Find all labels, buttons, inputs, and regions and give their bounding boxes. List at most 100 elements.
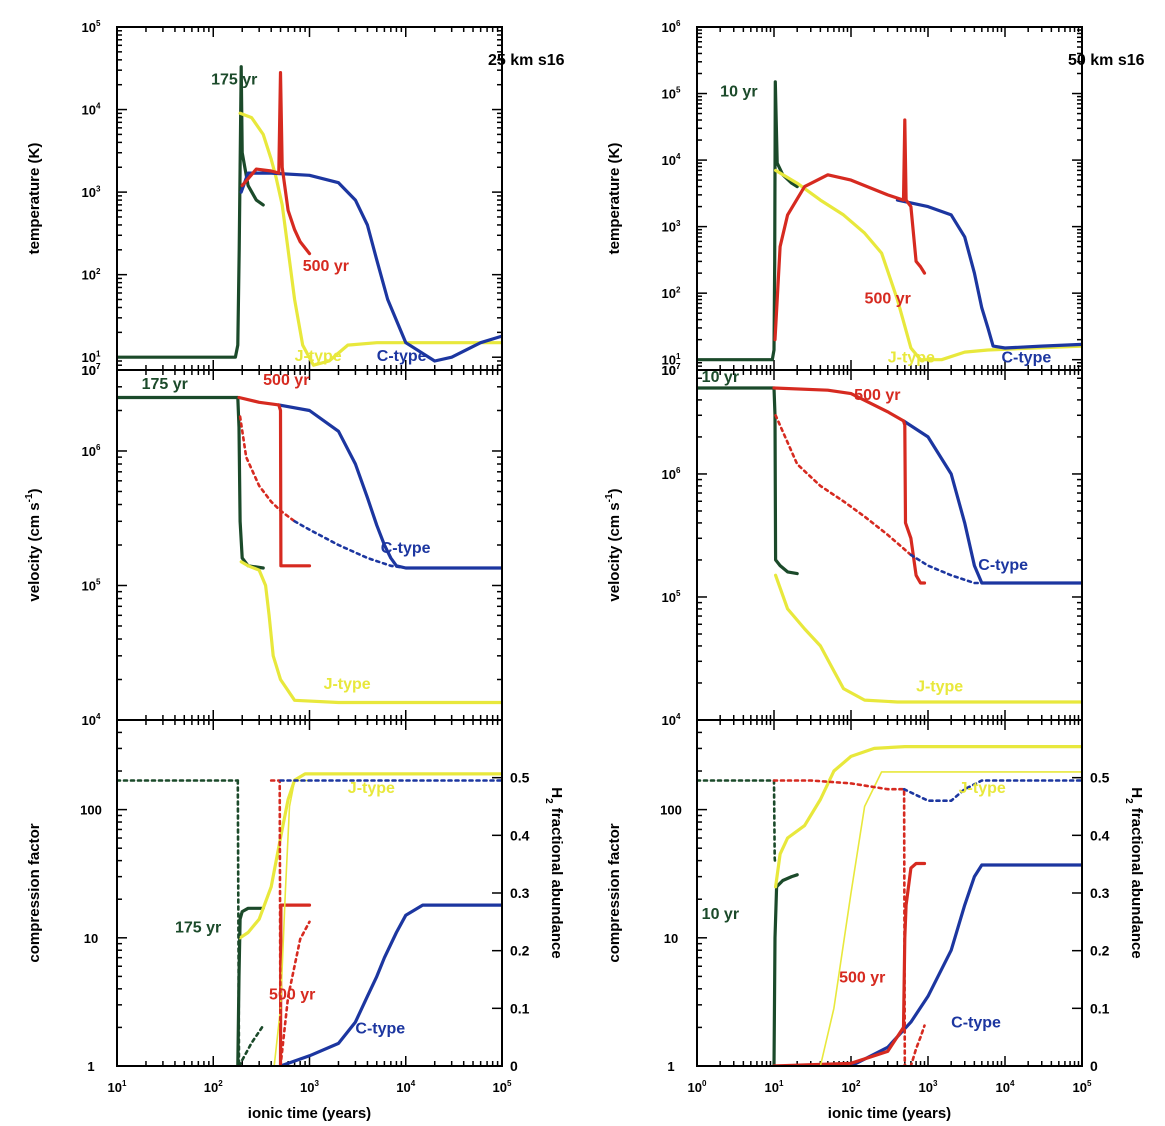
y-tick-label-exp: 2 bbox=[96, 267, 101, 276]
x-tick-label: 102 bbox=[204, 1079, 223, 1095]
x-ticks bbox=[696, 27, 1080, 370]
y-axis-label: velocity (cm s-1) bbox=[604, 488, 623, 601]
series-line-4 bbox=[774, 413, 913, 557]
y-tick-label: 105 bbox=[82, 578, 101, 594]
right-y-tick-label: 0.1 bbox=[510, 1000, 530, 1016]
series-annotation: 10 yr bbox=[720, 84, 757, 101]
x-tick-label: 104 bbox=[396, 1079, 415, 1095]
y-tick-label-base: 10 bbox=[662, 87, 676, 102]
series-line-0 bbox=[772, 873, 799, 1066]
y-ticks bbox=[117, 30, 502, 371]
y-tick-label-base: 100 bbox=[660, 803, 682, 818]
y-tick-label-base: 10 bbox=[82, 578, 96, 593]
series-annotation: C-type bbox=[381, 540, 431, 557]
series-line-4 bbox=[697, 779, 777, 866]
y-tick-label: 107 bbox=[662, 362, 681, 378]
y-tick-label-base: 10 bbox=[662, 220, 676, 235]
y-axis-label-text: velocity (cm s bbox=[606, 502, 623, 601]
y-tick-label: 1 bbox=[87, 1059, 94, 1074]
y-ticks bbox=[117, 719, 502, 1067]
series-line-7 bbox=[269, 779, 311, 1066]
y-tick-label-base: 10 bbox=[662, 590, 676, 605]
y-tick-label-base: 10 bbox=[662, 363, 676, 378]
panel-frame bbox=[696, 369, 1083, 721]
series-group bbox=[697, 386, 1082, 704]
series-line-3 bbox=[237, 395, 312, 568]
x-tick-label-base: 10 bbox=[108, 1080, 122, 1095]
x-tick-label-base: 10 bbox=[1073, 1080, 1087, 1095]
series-line-0 bbox=[117, 65, 265, 359]
chart_data.0.panels.0.speed_label.text-exp: 16 bbox=[547, 52, 565, 69]
y-tick-label: 103 bbox=[82, 184, 101, 200]
x-tick-label: 101 bbox=[108, 1079, 127, 1095]
y-axis-label: temperature (K) bbox=[26, 143, 43, 255]
right-y-tick-label: 0.1 bbox=[1090, 1000, 1110, 1016]
y-tick-label-base: 10 bbox=[82, 444, 96, 459]
y-tick-label: 100 bbox=[660, 803, 682, 818]
y-tick-label: 105 bbox=[662, 86, 681, 102]
y-axis-label: velocity (cm s-1) bbox=[24, 488, 43, 601]
x-tick-label-base: 10 bbox=[765, 1080, 779, 1095]
y-tick-label: 106 bbox=[662, 19, 681, 35]
x-tick-label-exp: 3 bbox=[314, 1079, 319, 1088]
series-line-4 bbox=[238, 415, 296, 523]
y-tick-label: 104 bbox=[82, 102, 101, 118]
series-annotation: 175 yr bbox=[142, 376, 188, 393]
x-tick-label-exp: 5 bbox=[507, 1079, 512, 1088]
right-y-axis-label-rest: fractional abundance bbox=[548, 804, 565, 959]
right-y-axis-label: H2 fractional abundance bbox=[543, 787, 565, 958]
x-ticks bbox=[696, 370, 1080, 720]
right-y-axis-label-sub: 2 bbox=[543, 798, 554, 804]
chart_data.0.panels.0.speed_label.text: 25 km s16 bbox=[488, 52, 565, 69]
series-annotation: C-type bbox=[355, 1020, 405, 1037]
x-tick-label-base: 10 bbox=[300, 1080, 314, 1095]
y-tick-label: 100 bbox=[80, 803, 102, 818]
x-ticks bbox=[116, 720, 499, 1066]
right-y-tick-label: 0 bbox=[510, 1058, 518, 1074]
y-tick-label-base: 10 bbox=[662, 153, 676, 168]
y-tick-label-exp: 7 bbox=[96, 362, 101, 371]
series-group bbox=[117, 65, 502, 367]
y-axis-label: compression factor bbox=[606, 823, 623, 962]
y-tick-label-exp: 5 bbox=[676, 86, 681, 95]
y-axis-label-exp: -1 bbox=[24, 493, 35, 502]
y-tick-label: 104 bbox=[82, 712, 101, 728]
y-tick-label: 103 bbox=[662, 219, 681, 235]
y-tick-label: 104 bbox=[662, 712, 681, 728]
x-tick-label: 100 bbox=[688, 1079, 707, 1095]
y-tick-label: 107 bbox=[82, 362, 101, 378]
series-line-3 bbox=[772, 386, 927, 585]
x-tick-label: 103 bbox=[300, 1079, 319, 1095]
y-tick-label-exp: 7 bbox=[676, 362, 681, 371]
series-line-1 bbox=[773, 168, 1082, 362]
y-tick-label: 105 bbox=[662, 589, 681, 605]
y-tick-label: 104 bbox=[662, 152, 681, 168]
series-annotation: 500 yr bbox=[269, 987, 315, 1004]
series-annotation: J-type bbox=[324, 676, 371, 693]
panel-frame bbox=[116, 26, 503, 371]
x-tick-label-exp: 4 bbox=[1010, 1079, 1015, 1088]
chart_data.1.panels.0.speed_label.text: 50 km s16 bbox=[1068, 52, 1145, 69]
series-annotation: 175 yr bbox=[175, 919, 221, 936]
series-line-5 bbox=[819, 771, 1082, 1066]
x-tick-label-exp: 1 bbox=[122, 1079, 127, 1088]
x-tick-label: 102 bbox=[842, 1079, 861, 1095]
series-line-5 bbox=[909, 553, 984, 585]
y-tick-label-base: 10 bbox=[662, 20, 676, 35]
y-tick-label-base: 1 bbox=[87, 1059, 94, 1074]
x-tick-label-base: 10 bbox=[996, 1080, 1010, 1095]
series-annotation: J-type bbox=[959, 780, 1006, 797]
series-line-5 bbox=[237, 1024, 265, 1066]
y-tick-label-exp: 3 bbox=[96, 184, 101, 193]
y-tick-label-base: 1 bbox=[667, 1059, 674, 1074]
series-line-1 bbox=[773, 744, 1082, 889]
series-annotation: 10 yr bbox=[702, 369, 739, 386]
right-y-tick-label: 0.4 bbox=[1090, 827, 1110, 843]
right-y-tick-label: 0.5 bbox=[510, 770, 530, 786]
x-tick-label-exp: 4 bbox=[411, 1079, 416, 1088]
x-tick-label: 104 bbox=[996, 1079, 1015, 1095]
series-annotation: J-type bbox=[295, 348, 342, 365]
series-line-2 bbox=[849, 863, 1082, 1066]
